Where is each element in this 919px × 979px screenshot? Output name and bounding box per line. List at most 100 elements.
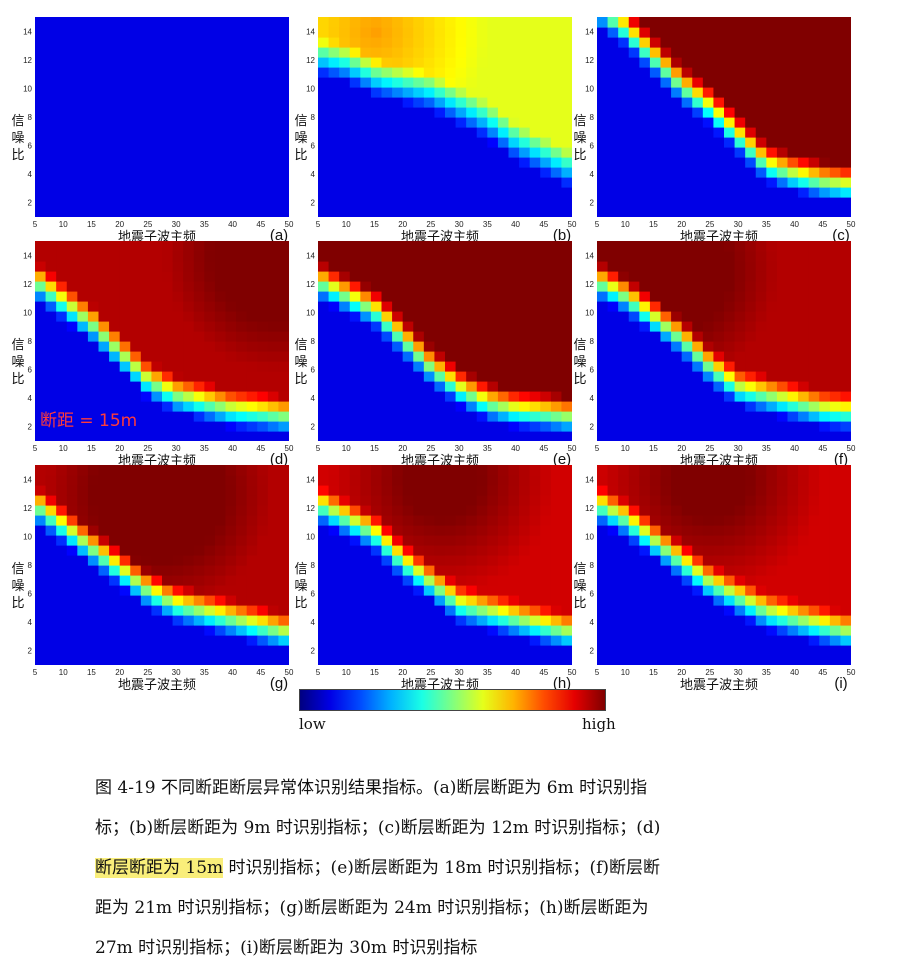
heatmap-cell bbox=[193, 585, 205, 596]
heatmap-cell bbox=[339, 281, 351, 292]
heatmap-cell bbox=[487, 281, 499, 292]
heatmap-cell bbox=[130, 331, 142, 342]
heatmap-cell bbox=[151, 331, 163, 342]
heatmap-cell bbox=[172, 575, 184, 586]
heatmap-cell bbox=[681, 371, 693, 382]
heatmap-cell bbox=[381, 485, 393, 496]
heatmap-cell bbox=[766, 545, 778, 556]
heatmap-cell bbox=[519, 555, 531, 566]
heatmap-cell bbox=[87, 361, 100, 372]
heatmap-cell bbox=[267, 117, 280, 128]
heatmap-cell bbox=[755, 331, 767, 342]
heatmap-cell bbox=[172, 137, 184, 148]
heatmap-cell bbox=[660, 381, 672, 392]
heatmap-cell bbox=[423, 381, 436, 392]
heatmap-cell bbox=[745, 137, 757, 148]
heatmap-cell bbox=[519, 117, 531, 128]
heatmap-cell bbox=[360, 281, 372, 292]
heatmap-cell bbox=[66, 485, 78, 496]
heatmap-cell bbox=[766, 421, 778, 432]
heatmap-cell bbox=[172, 555, 184, 566]
heatmap-cell bbox=[257, 117, 269, 128]
heatmap-cell bbox=[402, 241, 414, 252]
heatmap-cell bbox=[628, 97, 640, 108]
heatmap-cell bbox=[183, 475, 195, 486]
heatmap-cell bbox=[434, 241, 446, 252]
heatmap-cell bbox=[360, 465, 372, 476]
heatmap-cell bbox=[225, 535, 237, 546]
heatmap-cell bbox=[183, 261, 195, 272]
heatmap-cell bbox=[649, 401, 662, 412]
heatmap-cell bbox=[713, 575, 725, 586]
heatmap-cell bbox=[318, 241, 330, 252]
heatmap-cell bbox=[56, 57, 68, 68]
heatmap-cell bbox=[370, 505, 383, 516]
heatmap-cell bbox=[193, 605, 205, 616]
heatmap-cell bbox=[109, 495, 121, 506]
heatmap-cell bbox=[681, 251, 693, 262]
heatmap-cell bbox=[466, 207, 478, 217]
heatmap-cell bbox=[829, 107, 842, 118]
x-tick-label: 10 bbox=[621, 444, 630, 453]
heatmap-cell bbox=[445, 371, 457, 382]
heatmap-cell bbox=[130, 391, 142, 402]
heatmap-cell bbox=[628, 261, 640, 272]
heatmap-cell bbox=[798, 545, 810, 556]
heatmap-cell bbox=[45, 177, 57, 188]
heatmap-cell bbox=[766, 261, 778, 272]
heatmap-cell bbox=[724, 251, 736, 262]
heatmap-cell bbox=[77, 605, 89, 616]
heatmap-cell bbox=[423, 271, 436, 282]
heatmap-cell bbox=[660, 127, 672, 138]
heatmap-cell bbox=[787, 431, 799, 441]
heatmap-cell bbox=[35, 595, 47, 606]
x-axis-label: 地震子波主频 bbox=[118, 453, 196, 468]
heatmap-cell bbox=[77, 251, 89, 262]
heatmap-cell bbox=[497, 615, 510, 626]
heatmap-cell bbox=[267, 545, 280, 556]
heatmap-cell bbox=[278, 17, 289, 28]
heatmap-cell bbox=[109, 321, 121, 332]
heatmap-cell bbox=[455, 485, 467, 496]
heatmap-cell bbox=[236, 291, 248, 302]
heatmap-cell bbox=[798, 645, 810, 656]
heatmap-cell bbox=[35, 615, 47, 626]
heatmap-cell bbox=[278, 137, 289, 148]
heatmap-cell bbox=[618, 565, 630, 576]
heatmap-cell bbox=[455, 575, 467, 586]
heatmap-cell bbox=[724, 261, 736, 272]
heatmap-cell bbox=[508, 87, 520, 98]
heatmap-cell bbox=[267, 421, 280, 432]
heatmap-cell bbox=[246, 421, 258, 432]
heatmap-cell bbox=[776, 361, 789, 372]
heatmap-cell bbox=[183, 147, 195, 158]
heatmap-cell bbox=[561, 411, 572, 422]
y-tick-label: 2 bbox=[311, 647, 316, 656]
x-tick-label: 50 bbox=[847, 220, 856, 229]
heatmap-cell bbox=[840, 505, 851, 516]
heatmap-cell bbox=[808, 311, 820, 322]
heatmap-cell bbox=[140, 495, 153, 506]
heatmap-cell bbox=[45, 291, 57, 302]
heatmap-cell bbox=[466, 351, 478, 362]
heatmap-cell bbox=[360, 27, 372, 38]
heatmap-cell bbox=[87, 341, 100, 352]
heatmap-cell bbox=[339, 605, 351, 616]
heatmap-cell bbox=[455, 251, 467, 262]
heatmap-cell bbox=[35, 655, 47, 665]
heatmap-cell bbox=[702, 117, 715, 128]
heatmap-cell bbox=[787, 321, 799, 332]
heatmap-cell bbox=[713, 545, 725, 556]
heatmap-cell bbox=[476, 381, 488, 392]
heatmap-cell bbox=[755, 251, 767, 262]
heatmap-cell bbox=[808, 565, 820, 576]
heatmap-cell bbox=[540, 495, 552, 506]
heatmap-cell bbox=[787, 655, 799, 665]
heatmap-cell bbox=[35, 351, 47, 362]
heatmap-cell bbox=[713, 655, 725, 665]
heatmap-cell bbox=[328, 137, 340, 148]
heatmap-cell bbox=[360, 525, 372, 536]
heatmap-cell bbox=[257, 127, 269, 138]
heatmap-cell bbox=[681, 261, 693, 272]
heatmap-cell bbox=[109, 585, 121, 596]
